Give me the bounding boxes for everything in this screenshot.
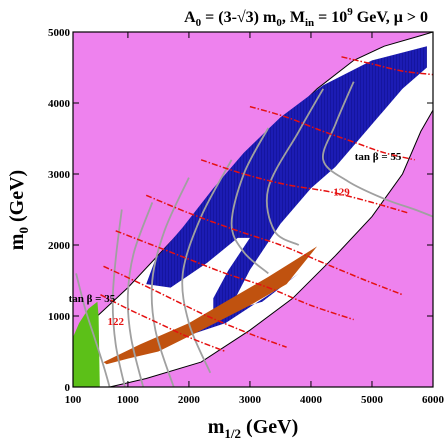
tan-beta-contour-3 [150,177,190,387]
higgs-contour-0 [100,294,226,353]
title-eq: = (3-√3) m [201,9,277,26]
y-tick-label: 0 [65,382,71,394]
x-tick-label: 6000 [422,394,445,406]
charged-lsp-region [103,246,318,365]
tan-beta-contour-0 [75,273,111,387]
tan-beta-contour-6 [265,88,324,246]
tan-beta-contours [75,81,433,387]
y-tick-label: 4000 [48,98,71,110]
higgs-contour-3 [145,194,403,296]
plot-frame [72,31,434,388]
title-tail: GeV, μ > 0 [353,9,428,26]
annotation-label-1: 122 [107,316,124,328]
y-tick-label: 2000 [48,240,71,252]
higgs-contour-5 [249,105,415,161]
title-m0-sub: 0 [276,17,282,29]
y-axis-title: m0 (GeV) [6,170,31,250]
lep-excluded-region [73,301,100,387]
y-axis: 0 1000 2000 3000 4000 5000 [48,27,433,394]
annotation-label-0: 129 [333,186,350,198]
tan-beta-contour-2 [126,202,154,387]
annotation-label-3: tan β = 35 [69,293,116,305]
title-a-sub: 0 [196,17,202,29]
x-axis-title: m1/2 (GeV) [208,416,299,441]
title-min-sub: in [305,17,314,29]
higgs-contour-1 [103,265,287,348]
x-tick-label: 100 [65,394,82,406]
tan-beta-contour-5 [230,127,270,275]
title-exp: 9 [347,6,353,18]
dark-matter-region [146,46,427,316]
higgs-mass-contours [100,56,433,353]
higgs-contour-2 [115,230,354,321]
plot-area: 129 122 tan β = 55 tan β = 35 [69,31,434,388]
y-tick-label: 5000 [48,27,71,39]
tan-beta-contour-4 [181,159,233,374]
xlabel-base: m [208,416,225,438]
ylabel-tail: (GeV) [6,170,28,227]
y-tick-label: 3000 [48,169,71,181]
x-tick-label: 1000 [117,394,140,406]
x-tick-label: 5000 [361,394,384,406]
x-tick-label: 2000 [178,394,201,406]
x-tick-label: 4000 [300,394,323,406]
higgs-contour-6 [341,56,433,76]
title-a: A [184,9,196,26]
xlabel-tail: (GeV) [241,416,298,438]
x-axis: 100 1000 2000 3000 4000 5000 6000 [65,32,445,406]
chart-title: A0 = (3-√3) m0, Min = 109 GeV, μ > 0 [184,6,428,29]
annotations: 129 122 tan β = 55 tan β = 35 [69,151,402,328]
annotation-label-2: tan β = 55 [355,151,402,163]
x-tick-label: 3000 [239,394,262,406]
xlabel-sub: 1/2 [224,426,241,441]
title-comma: , M [282,9,305,26]
y-tick-label: 1000 [48,311,71,323]
tan-beta-contour-7 [322,81,433,218]
title-eq2: = 10 [314,9,347,26]
ylabel-sub: 0 [16,227,31,234]
ylabel-base: m [6,233,28,250]
